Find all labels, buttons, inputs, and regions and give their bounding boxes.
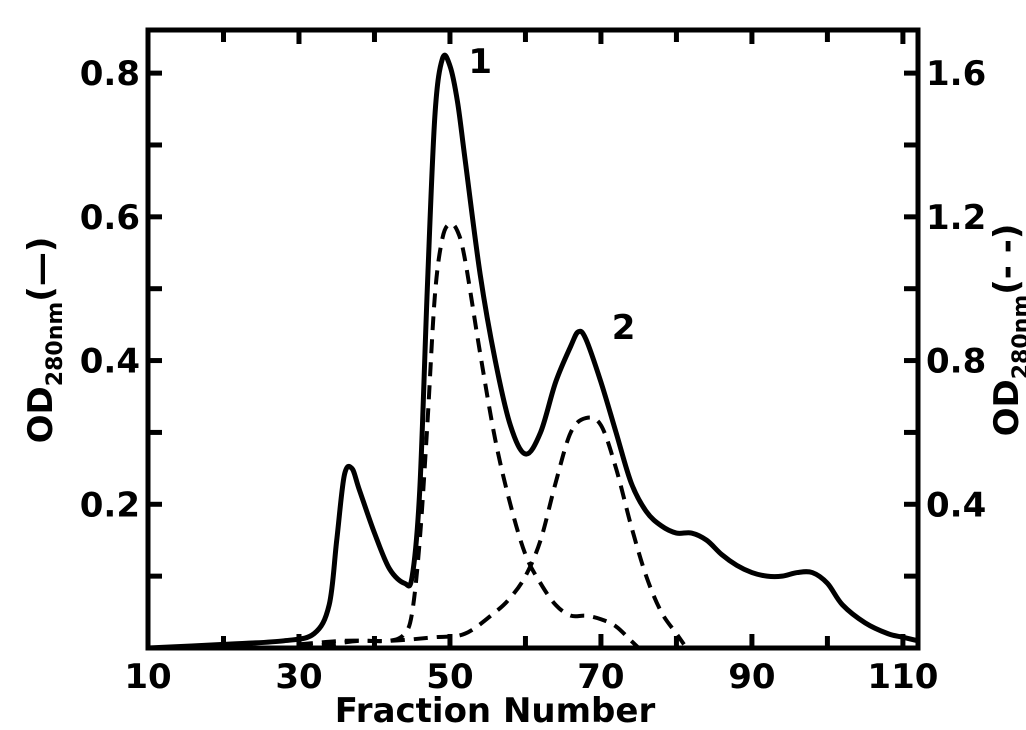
x-axis-title: Fraction Number: [335, 691, 656, 730]
x-tick-label: 10: [124, 657, 171, 697]
y-right-tick-label: 1.6: [926, 54, 986, 94]
x-tick-label: 90: [728, 657, 775, 697]
y-left-tick-label: 0.6: [80, 198, 140, 238]
y-left-sub: 280nm: [43, 302, 68, 387]
x-tick-label: 30: [275, 657, 322, 697]
y-right-tick-label: 0.8: [926, 342, 986, 382]
y-right-tick-label: 0.4: [926, 485, 986, 525]
y-right-main: OD: [987, 379, 1026, 436]
y-right-sub: 280nm: [1009, 295, 1026, 380]
peak-label: 2: [612, 308, 636, 348]
y-left-tick-label: 0.8: [80, 54, 140, 94]
x-tick-label: 50: [426, 657, 473, 697]
y-axis-title-right: OD280nm(- -): [987, 224, 1026, 437]
solid-series-line-1: [145, 52, 921, 651]
x-tick-label: 70: [577, 657, 624, 697]
dashed-series-line-3: [298, 415, 686, 647]
y-axis-title-left: OD280nm(—): [21, 237, 68, 444]
x-tick-label: 110: [867, 657, 938, 697]
y-left-suffix: (—): [21, 237, 61, 302]
peak-label: 1: [468, 42, 492, 82]
y-right-suffix: (- -): [987, 224, 1026, 295]
dashed-series-line-2: [298, 221, 641, 650]
y-left-main: OD: [21, 386, 61, 443]
y-right-tick-label: 1.2: [926, 198, 986, 238]
plot-frame: [145, 27, 921, 651]
y-left-tick-label: 0.4: [80, 342, 140, 382]
y-left-tick-label: 0.2: [80, 485, 140, 525]
